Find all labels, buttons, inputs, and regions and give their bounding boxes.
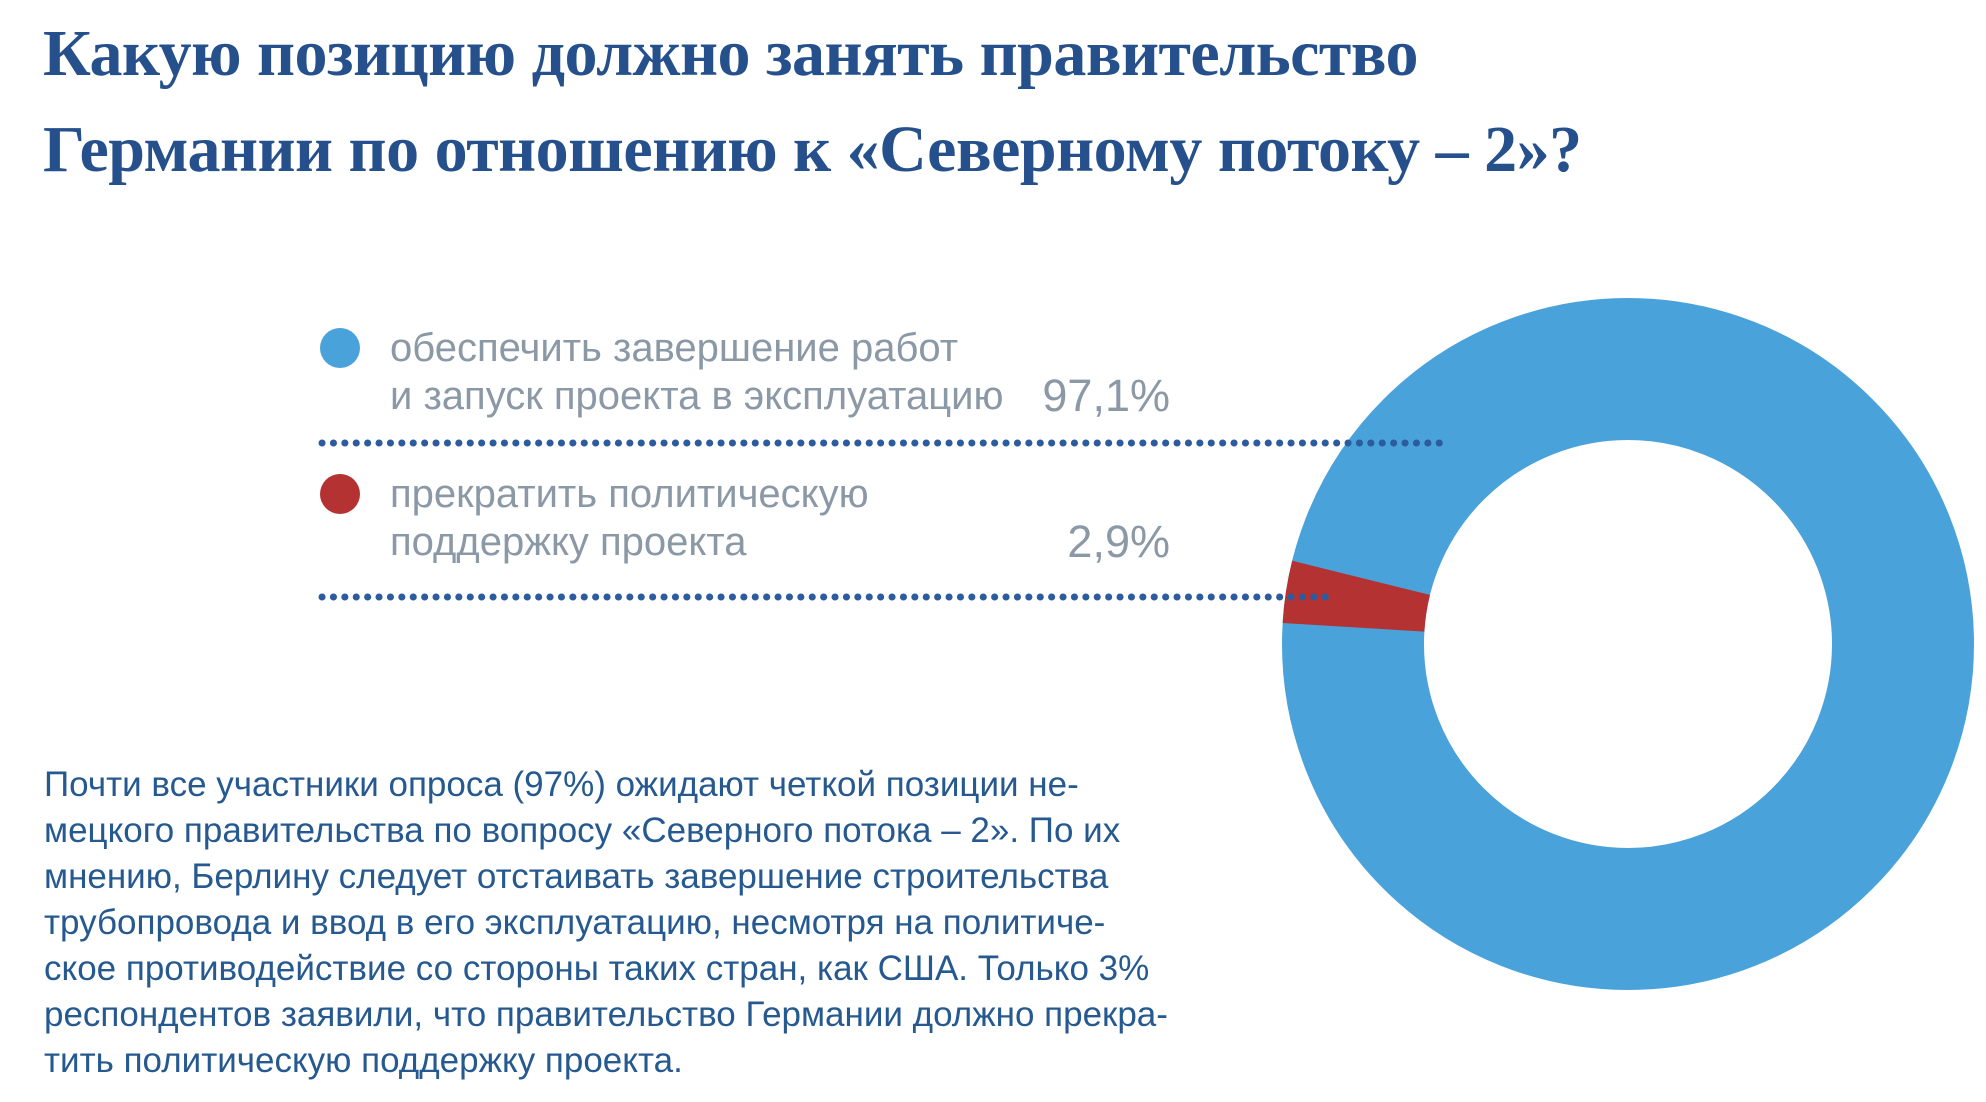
summary-paragraph-line: респондентов заявили, что правительство … bbox=[44, 995, 1168, 1034]
page-title-line-2: Германии по отношению к «Северному поток… bbox=[43, 113, 1582, 186]
summary-paragraph-line: мнению, Берлину следует отстаивать завер… bbox=[44, 857, 1109, 896]
legend-label-line: прекратить политическую bbox=[390, 472, 869, 516]
legend-value-complete-project: 97,1% bbox=[1042, 370, 1170, 421]
donut-slice-red bbox=[1282, 560, 1430, 632]
legend-label-stop-support: прекратить политическую поддержку проект… bbox=[390, 470, 869, 566]
legend-label-complete-project: обеспечить завершение работ и запуск про… bbox=[390, 324, 1003, 420]
legend-label-line: и запуск проекта в эксплуатацию bbox=[390, 374, 1004, 418]
legend-label-line: обеспечить завершение работ bbox=[390, 326, 959, 370]
summary-paragraph: Почти все участники опроса (97%) ожидают… bbox=[44, 762, 1168, 1084]
summary-paragraph-line: мецкого правительства по вопросу «Северн… bbox=[44, 811, 1121, 850]
page-title: Какую позицию должно занять правительств… bbox=[43, 6, 1582, 198]
legend-label-line: поддержку проекта bbox=[390, 520, 747, 564]
legend-value-stop-support: 2,9% bbox=[1067, 516, 1170, 567]
legend-marker-red-icon bbox=[320, 474, 360, 514]
donut-slice-blue bbox=[1282, 298, 1974, 990]
summary-paragraph-line: тить политическую поддержку проекта. bbox=[44, 1041, 683, 1080]
page-title-line-1: Какую позицию должно занять правительств… bbox=[43, 17, 1419, 90]
summary-paragraph-line: Почти все участники опроса (97%) ожидают… bbox=[44, 765, 1079, 804]
summary-paragraph-line: трубопровода и ввод в его эксплуатацию, … bbox=[44, 903, 1106, 942]
legend-marker-blue-icon bbox=[320, 328, 360, 368]
summary-paragraph-line: ское противодействие со стороны таких ст… bbox=[44, 949, 1150, 988]
